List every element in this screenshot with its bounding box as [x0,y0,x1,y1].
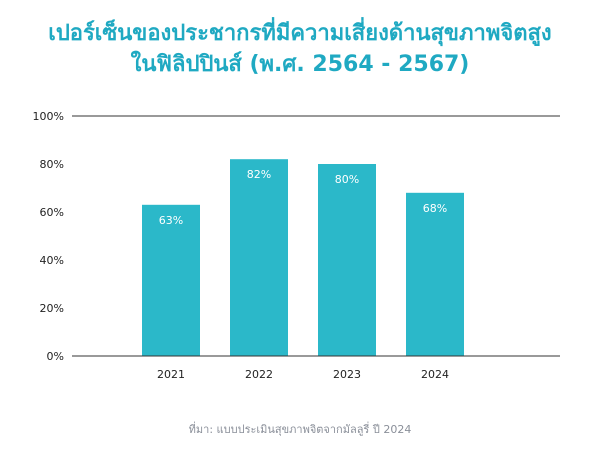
chart-title-line-1: เปอร์เซ็นของประชากรที่มีความเสี่ยงด้านสุ… [48,21,552,46]
chart-title: เปอร์เซ็นของประชากรที่มีความเสี่ยงด้านสุ… [0,18,600,80]
y-tick-label: 20% [40,302,64,315]
y-tick-label: 40% [40,254,64,267]
bar [142,204,200,356]
y-tick-label: 80% [40,158,64,171]
x-tick-label: 2024 [421,368,449,381]
x-tick-label: 2022 [245,368,273,381]
chart-title-line-2: ในฟิลิปปินส์ (พ.ศ. 2564 - 2567) [130,52,470,77]
bar-value-label: 68% [423,202,447,215]
bar [230,159,288,356]
source-note: ที่มา: แบบประเมินสุขภาพจิตจากมัลลูรี่ ปี… [188,423,412,436]
y-tick-label: 100% [33,110,64,123]
y-tick-label: 0% [47,350,64,363]
bar-value-label: 63% [159,214,183,227]
x-tick-label: 2021 [157,368,185,381]
x-tick-label: 2023 [333,368,361,381]
bar-value-label: 82% [247,168,271,181]
bar [406,192,464,356]
y-tick-label: 60% [40,206,64,219]
bar [318,164,376,356]
bar-value-label: 80% [335,173,359,186]
